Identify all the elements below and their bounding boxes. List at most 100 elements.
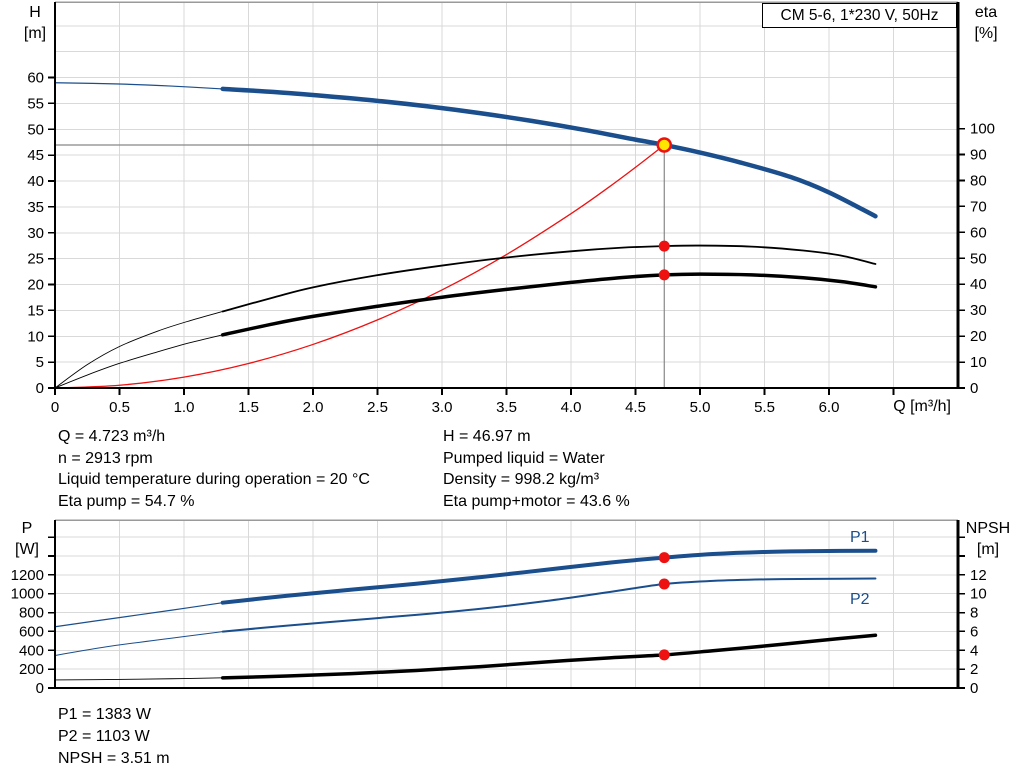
- x-tick-label: 5.0: [690, 399, 711, 416]
- right-tick-label: 12: [970, 567, 987, 584]
- series-p1: [54, 548, 878, 628]
- operating-info-left: Q = 4.723 m³/h n = 2913 rpm Liquid tempe…: [58, 426, 370, 513]
- q-axis-title: Q [m³/h]: [893, 398, 951, 415]
- result-npsh: NPSH = 3.51 m: [58, 750, 170, 767]
- p-axis-title: P [W]: [8, 518, 46, 560]
- series-npsh: [54, 633, 878, 681]
- left-tick-label: 30: [27, 225, 44, 242]
- eta-axis-title-unit: [%]: [974, 25, 998, 42]
- pump-title-box: CM 5-6, 1*230 V, 50Hz: [762, 3, 957, 28]
- series-h-pump-curve: [54, 82, 878, 219]
- curve-thin-segment: [54, 311, 224, 389]
- info-speed: n = 2913 rpm: [58, 449, 153, 467]
- right-tick-label: 20: [970, 328, 987, 345]
- right-tick-label: 90: [970, 147, 987, 164]
- right-tick-label: 6: [970, 623, 978, 640]
- x-tick-label: 4.5: [625, 399, 646, 416]
- right-tick-label: 10: [970, 586, 987, 603]
- x-tick-label: 1.5: [238, 399, 259, 416]
- left-tick-label: 0: [36, 380, 44, 397]
- duty-marker-dot: [658, 552, 670, 564]
- left-tick-label: 25: [27, 251, 44, 268]
- x-tick-label: 3.5: [496, 399, 517, 416]
- top-chart: 0 5 10 15 20 25 30 35 40 45 50 55 60 0 10 20 30 40 50 60 70 8…: [27, 1, 995, 416]
- p-axis-title-unit: [W]: [15, 541, 39, 558]
- curve-thin-segment: [54, 677, 224, 681]
- x-tick-label: 4.0: [561, 399, 582, 416]
- curve-thick-segment: [220, 86, 878, 219]
- curve: [54, 144, 665, 389]
- h-axis-title-unit: [m]: [23, 25, 47, 42]
- h-axis-title-symbol: H: [29, 4, 41, 21]
- x-tick-label: 3.0: [432, 399, 453, 416]
- p-axis-title-symbol: P: [21, 520, 33, 537]
- right-tick-label: 2: [970, 661, 978, 678]
- left-tick-label: 35: [27, 199, 44, 216]
- left-tick-label: 1200: [11, 567, 44, 584]
- npsh-axis-title-unit: [m]: [976, 541, 1000, 558]
- result-p1: P1 = 1383 W: [58, 706, 151, 723]
- pump-title: CM 5-6, 1*230 V, 50Hz: [780, 6, 939, 24]
- p1-curve-label: P1: [850, 529, 870, 546]
- right-tick-label: 0: [970, 680, 978, 697]
- left-tick-label: 40: [27, 173, 44, 190]
- info-pumped-liquid: Pumped liquid = Water: [443, 449, 605, 467]
- info-eta-pump: Eta pump = 54.7 %: [58, 493, 195, 511]
- duty-marker-dot: [658, 578, 670, 590]
- left-tick-label: 45: [27, 147, 44, 164]
- info-head: H = 46.97 m: [443, 428, 531, 445]
- duty-marker-dot: [658, 269, 670, 281]
- right-tick-label: 40: [970, 276, 987, 293]
- left-tick-label: 50: [27, 121, 44, 138]
- right-tick-label: 80: [970, 172, 987, 189]
- left-tick-label: 600: [19, 623, 44, 640]
- left-tick-label: 0: [36, 680, 44, 697]
- curve-thin-segment: [54, 602, 224, 628]
- bottom-chart-grid: [55, 520, 958, 688]
- series-eta-pump-motor: [54, 272, 878, 389]
- right-tick-label: 30: [970, 302, 987, 319]
- curve-thick-segment: [221, 577, 877, 633]
- right-tick-label: 8: [970, 605, 978, 622]
- left-tick-label: 10: [27, 328, 44, 345]
- curve-thick-segment: [220, 272, 878, 337]
- operating-info-right: H = 46.97 m Pumped liquid = Water Densit…: [443, 426, 630, 513]
- left-tick-label: 200: [19, 661, 44, 678]
- left-tick-label: 55: [27, 95, 44, 112]
- curve-thick-segment: [220, 548, 878, 605]
- x-tick-label: 1.0: [174, 399, 195, 416]
- curve-thin-segment: [54, 631, 224, 656]
- x-tick-label: 0: [51, 399, 59, 416]
- right-tick-label: 0: [970, 380, 978, 397]
- h-axis-title: H [m]: [16, 2, 54, 44]
- curve-thick-segment: [221, 244, 877, 313]
- result-p2: P2 = 1103 W: [58, 728, 150, 745]
- npsh-axis-title-symbol: NPSH: [965, 520, 1011, 537]
- curve-thin-segment: [54, 82, 224, 90]
- duty-marker-dot: [658, 240, 670, 252]
- series-system-curve: [54, 144, 665, 389]
- right-tick-label: 4: [970, 642, 978, 659]
- info-eta-pump-motor: Eta pump+motor = 43.6 %: [443, 493, 630, 511]
- right-tick-label: 100: [970, 121, 995, 138]
- top-chart-ticks: 0 5 10 15 20 25 30 35 40 45 50 55 60 0 10 20 30 40 50 60 70 8…: [27, 70, 995, 416]
- x-tick-label: 2.5: [367, 399, 388, 416]
- right-tick-label: 60: [970, 224, 987, 241]
- info-flow: Q = 4.723 m³/h: [58, 428, 166, 445]
- series-p2: [54, 577, 877, 656]
- results-block: P1 = 1383 W P2 = 1103 W NPSH = 3.51 m: [58, 704, 170, 770]
- left-tick-label: 15: [27, 302, 44, 319]
- npsh-axis-title: NPSH [m]: [955, 518, 1021, 560]
- eta-axis-title-symbol: eta: [974, 4, 998, 21]
- left-tick-label: 20: [27, 277, 44, 294]
- right-tick-label: 70: [970, 198, 987, 215]
- curve-thin-segment: [54, 334, 224, 389]
- p2-curve-label: P2: [850, 591, 870, 608]
- eta-axis-title: eta [%]: [958, 2, 1014, 44]
- right-tick-label: 50: [970, 250, 987, 267]
- x-tick-label: 0.5: [109, 399, 130, 416]
